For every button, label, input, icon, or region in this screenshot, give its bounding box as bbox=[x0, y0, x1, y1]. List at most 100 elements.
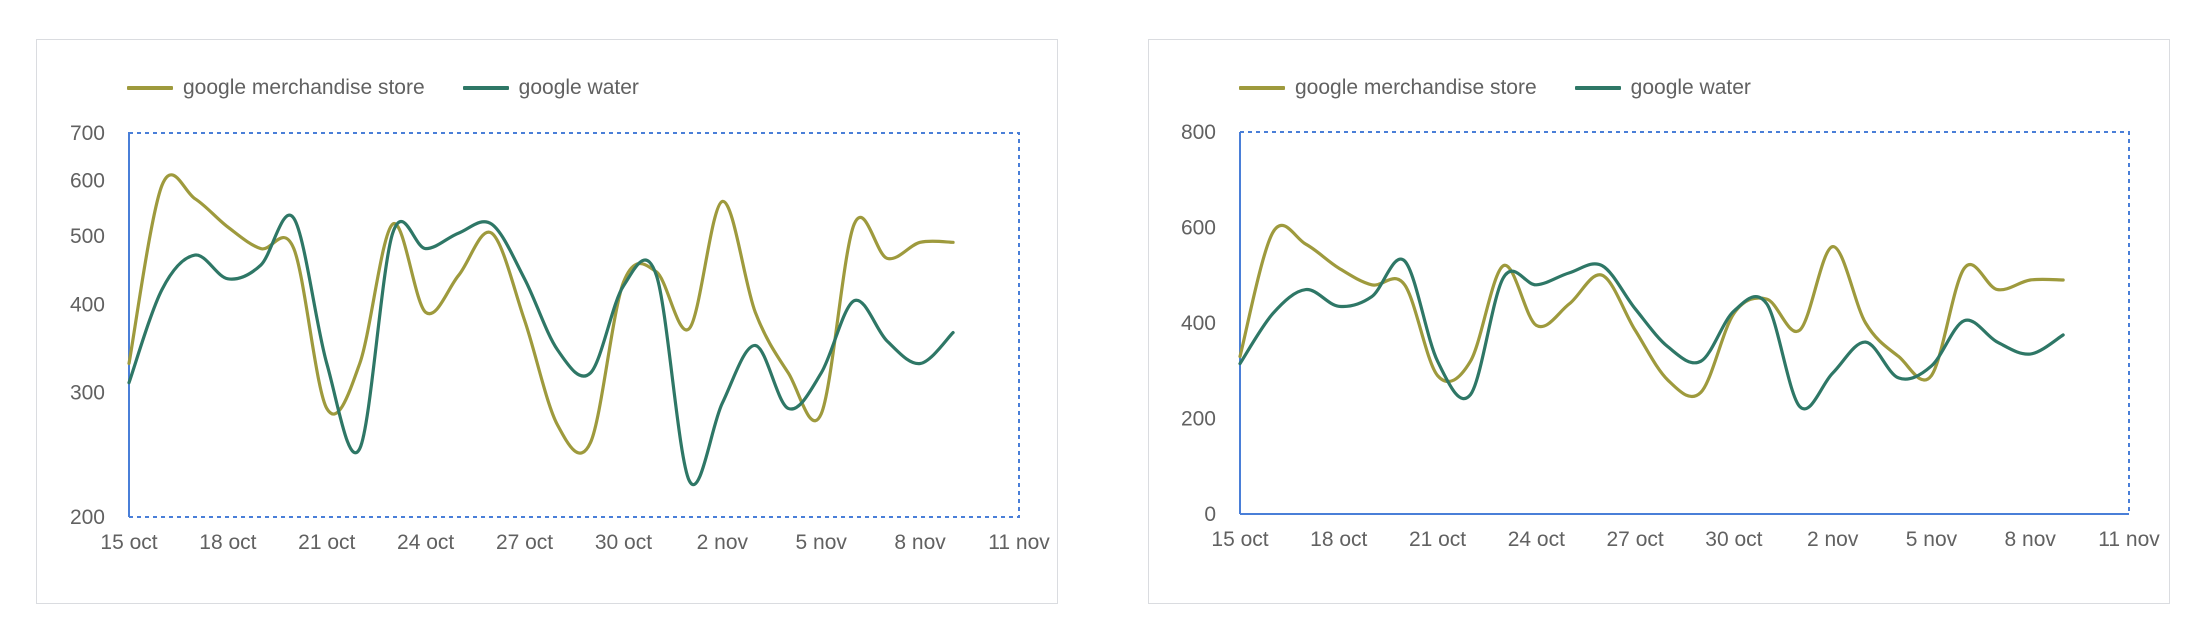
data-point-merchandise bbox=[1337, 266, 1341, 270]
data-point-water bbox=[1732, 309, 1736, 313]
data-point-water bbox=[654, 273, 658, 277]
data-point-merchandise bbox=[1468, 359, 1472, 363]
data-point-water bbox=[160, 288, 164, 292]
plot-area-frame bbox=[128, 132, 1020, 518]
data-point-water bbox=[556, 348, 560, 352]
x-tick-label: 2 nov bbox=[697, 531, 749, 554]
x-tick-label: 8 nov bbox=[2005, 528, 2057, 551]
data-point-merchandise bbox=[358, 362, 362, 366]
legend-item-merchandise[interactable]: google merchandise store bbox=[1239, 76, 1537, 100]
data-point-water bbox=[1699, 359, 1703, 363]
data-point-water bbox=[1370, 295, 1374, 299]
data-point-water bbox=[951, 331, 955, 335]
series-line-merchandise bbox=[1238, 223, 2065, 399]
data-point-water bbox=[1534, 283, 1538, 287]
y-tick-label: 700 bbox=[70, 122, 105, 145]
data-point-merchandise bbox=[918, 240, 922, 244]
data-point-water bbox=[720, 401, 724, 405]
x-tick-label: 2 nov bbox=[1807, 528, 1859, 551]
data-point-water bbox=[1897, 376, 1901, 380]
x-tick-label: 5 nov bbox=[1906, 528, 1958, 551]
data-point-merchandise bbox=[2028, 278, 2032, 282]
data-point-water bbox=[2028, 352, 2032, 356]
data-point-water bbox=[292, 216, 296, 220]
series-line-water bbox=[127, 213, 955, 486]
y-tick-label: 600 bbox=[70, 169, 105, 192]
legend-label-merchandise: google merchandise store bbox=[183, 76, 425, 99]
x-tick-label: 30 oct bbox=[595, 531, 652, 554]
legend-swatch-water bbox=[1574, 86, 1621, 90]
data-point-merchandise bbox=[1962, 266, 1966, 270]
y-tick-label: 0 bbox=[1204, 503, 1216, 526]
data-point-merchandise bbox=[292, 247, 296, 251]
y-tick-label: 800 bbox=[1181, 121, 1216, 144]
data-point-water bbox=[1436, 359, 1440, 363]
x-tick-label: 21 oct bbox=[1409, 528, 1466, 551]
data-point-merchandise bbox=[1271, 230, 1275, 234]
data-point-merchandise bbox=[786, 371, 790, 375]
y-tick-label: 300 bbox=[70, 382, 105, 405]
data-point-water bbox=[621, 284, 625, 288]
data-point-merchandise bbox=[1798, 328, 1802, 332]
x-tick-label: 27 oct bbox=[496, 531, 553, 554]
x-tick-label: 24 oct bbox=[397, 531, 454, 554]
legend-label-water: google water bbox=[1630, 76, 1751, 99]
x-tick-label: 18 oct bbox=[1310, 528, 1367, 551]
legend: google merchandise store google water bbox=[1239, 76, 1789, 100]
data-point-water bbox=[1666, 345, 1670, 349]
data-point-merchandise bbox=[753, 310, 757, 314]
data-point-water bbox=[358, 447, 362, 451]
y-tick-label: 400 bbox=[70, 294, 105, 317]
x-tick-label: 11 nov bbox=[2098, 528, 2160, 551]
x-tick-label: 8 nov bbox=[894, 531, 946, 554]
data-point-merchandise bbox=[1436, 374, 1440, 378]
legend-item-merchandise[interactable]: google merchandise store bbox=[127, 76, 425, 100]
legend-swatch-merchandise bbox=[1239, 86, 1285, 90]
series-line-water bbox=[1238, 257, 2065, 411]
y-tick-label: 500 bbox=[70, 225, 105, 248]
data-point-merchandise bbox=[523, 318, 527, 322]
data-point-water bbox=[127, 381, 131, 385]
x-tick-label: 5 nov bbox=[796, 531, 848, 554]
data-point-merchandise bbox=[1238, 354, 1242, 358]
data-point-water bbox=[457, 231, 461, 235]
data-point-merchandise bbox=[556, 423, 560, 427]
data-point-water bbox=[391, 231, 395, 235]
data-point-merchandise bbox=[819, 412, 823, 416]
data-point-merchandise bbox=[1666, 378, 1670, 382]
x-tick-label: 15 oct bbox=[1211, 528, 1268, 551]
data-point-merchandise bbox=[193, 197, 197, 201]
data-point-merchandise bbox=[424, 310, 428, 314]
y-tick-label: 200 bbox=[1181, 408, 1216, 431]
data-point-merchandise bbox=[1633, 328, 1637, 332]
data-point-merchandise bbox=[391, 222, 395, 226]
legend: google merchandise store google water bbox=[127, 76, 677, 100]
chart-panel-right: google merchandise store google water 0 2… bbox=[1148, 39, 2170, 604]
data-point-merchandise bbox=[1864, 321, 1868, 325]
data-point-water bbox=[1468, 393, 1472, 397]
x-tick-label: 21 oct bbox=[298, 531, 355, 554]
data-point-water bbox=[490, 222, 494, 226]
data-point-water bbox=[1765, 302, 1769, 306]
data-point-water bbox=[588, 371, 592, 375]
x-tick-label: 27 oct bbox=[1607, 528, 1664, 551]
x-tick-label: 11 nov bbox=[988, 531, 1050, 554]
data-point-merchandise bbox=[1600, 273, 1604, 277]
data-point-water bbox=[885, 339, 889, 343]
data-point-merchandise bbox=[852, 222, 856, 226]
data-point-water bbox=[852, 299, 856, 303]
x-tick-label: 30 oct bbox=[1705, 528, 1762, 551]
data-point-merchandise bbox=[1929, 374, 1933, 378]
data-point-water bbox=[1501, 276, 1505, 280]
data-point-merchandise bbox=[226, 225, 230, 229]
legend-item-water[interactable]: google water bbox=[462, 76, 639, 100]
plot-area-frame bbox=[1239, 131, 2130, 515]
data-point-merchandise bbox=[1370, 283, 1374, 287]
data-point-merchandise bbox=[885, 256, 889, 260]
data-point-water bbox=[1798, 405, 1802, 409]
data-point-water bbox=[1403, 259, 1407, 263]
data-point-merchandise bbox=[325, 406, 329, 410]
legend-item-water[interactable]: google water bbox=[1574, 76, 1751, 100]
data-point-water bbox=[1337, 304, 1341, 308]
data-point-water bbox=[819, 371, 823, 375]
